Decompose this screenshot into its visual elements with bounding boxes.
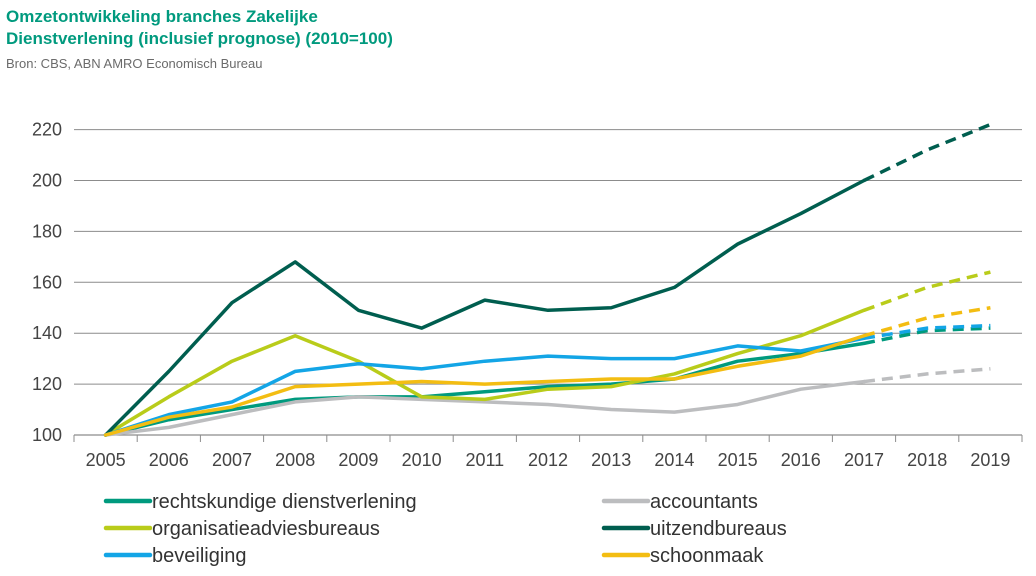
x-tick-label-2007: 2007 [212, 450, 252, 470]
chart-source: Bron: CBS, ABN AMRO Economisch Bureau [6, 56, 263, 71]
x-tick-label-2011: 2011 [465, 450, 504, 470]
series-forecast-line-accountants [863, 367, 991, 384]
legend-label-beveiliging: beveiliging [152, 545, 247, 567]
x-tick-label-2010: 2010 [402, 450, 442, 470]
x-tick-label-2005: 2005 [86, 450, 126, 470]
chart-title: Omzetontwikkeling branches Zakelijke Die… [6, 6, 393, 50]
legend-label-accountants: accountants [650, 491, 758, 513]
series-forecast-line-organisatieadviesbureaus [863, 270, 991, 312]
chart-title-line-1: Omzetontwikkeling branches Zakelijke [6, 7, 318, 26]
series-line-beveiliging [103, 336, 866, 437]
series-lines [103, 122, 992, 437]
legend: rechtskundige dienstverlening accountants… [103, 491, 787, 567]
x-tick-label-2009: 2009 [338, 450, 378, 470]
x-tick-label-2019: 2019 [970, 450, 1010, 470]
x-tick-label-2006: 2006 [149, 450, 189, 470]
series-line-organisatieadviesbureaus [103, 308, 866, 437]
y-tick-label-120: 120 [32, 374, 62, 394]
y-tick-label-140: 140 [32, 323, 62, 343]
y-tick-label-160: 160 [32, 272, 62, 292]
x-tick-label-2008: 2008 [275, 450, 315, 470]
x-tick-label-2016: 2016 [781, 450, 821, 470]
series-forecast-line-rechtskundige-dienstverlening [863, 326, 991, 346]
x-tick-label-2013: 2013 [591, 450, 631, 470]
x-tick-label-2017: 2017 [844, 450, 884, 470]
chart-title-line-2: Dienstverlening (inclusief prognose) (20… [6, 29, 393, 48]
series-line-uitzendbureaus [103, 178, 866, 437]
y-tick-label-180: 180 [32, 221, 62, 241]
series-forecast-line-schoonmaak [863, 306, 991, 338]
axes: 100 120 140 160 180 200 220 2005 2006 2007 2008 200… [32, 120, 1023, 470]
y-tick-label-200: 200 [32, 171, 62, 191]
legend-label-schoonmaak: schoonmaak [650, 545, 764, 567]
series-forecast-line-beveiliging [863, 323, 991, 341]
series-forecast-line-uitzendbureaus [863, 122, 992, 183]
y-tick-label-100: 100 [32, 425, 62, 445]
x-tick-label-2018: 2018 [907, 450, 947, 470]
legend-label-organisatieadviesbureaus: organisatieadviesbureaus [152, 518, 380, 540]
series-line-schoonmaak [103, 333, 866, 437]
x-tick-label-2014: 2014 [654, 450, 694, 470]
series-line-rechtskundige-dienstverlening [103, 341, 866, 437]
series-line-accountants [103, 379, 866, 437]
x-tick-label-2015: 2015 [718, 450, 758, 470]
legend-label-rechtskundige-dienstverlening: rechtskundige dienstverlening [152, 491, 417, 513]
legend-label-uitzendbureaus: uitzendbureaus [650, 518, 787, 540]
x-tick-label-2012: 2012 [528, 450, 568, 470]
grid-lines [74, 129, 1022, 385]
y-tick-label-220: 220 [32, 120, 62, 140]
